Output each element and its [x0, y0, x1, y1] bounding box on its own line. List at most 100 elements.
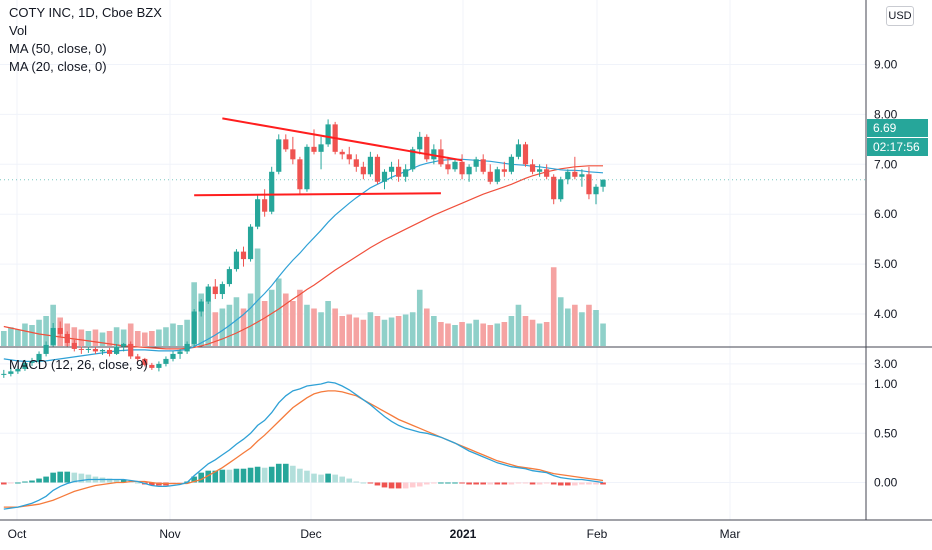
macd-histogram-bar — [120, 479, 127, 483]
volume-bar — [367, 312, 374, 346]
candle-body — [15, 368, 21, 372]
candle-body — [551, 176, 557, 200]
price-axis-tick-label: 7.00 — [874, 157, 898, 171]
macd-line — [3, 381, 604, 510]
volume-bar — [127, 323, 134, 346]
candle-body — [558, 179, 564, 200]
macd-histogram-bar — [43, 476, 49, 483]
volume-bar — [466, 323, 472, 346]
candle-body — [135, 356, 141, 359]
volume-bar — [290, 301, 296, 346]
volume-bar — [409, 312, 416, 346]
macd-histogram-bar — [15, 482, 21, 484]
volume-bar — [557, 297, 564, 346]
ma50-line — [3, 165, 603, 350]
volume-bar — [85, 331, 92, 346]
macd-histogram-bar — [367, 482, 374, 484]
volume-bar — [15, 329, 21, 346]
volume-bar — [205, 301, 212, 346]
macd-histogram-bar — [586, 482, 592, 485]
time-axis-tick-label: Oct — [8, 527, 27, 541]
macd-histogram-bar — [543, 482, 550, 484]
macd-histogram-bar — [226, 469, 233, 483]
candle-body — [339, 151, 345, 155]
candle-body — [1, 373, 7, 375]
volume-bar — [99, 332, 106, 346]
candle-body — [487, 171, 493, 182]
macd-histogram-bar — [501, 482, 508, 485]
volume-bar — [381, 319, 388, 346]
volume-bar — [43, 316, 49, 346]
volume-bar — [402, 314, 409, 346]
volume-bar — [304, 304, 310, 346]
candle-body — [163, 358, 169, 364]
macd-histogram-bar — [487, 482, 494, 485]
price-axis-tick-label: 5.00 — [874, 257, 898, 271]
volume-bar — [71, 327, 78, 346]
macd-histogram-bar — [600, 482, 606, 485]
macd-histogram-bar — [515, 482, 522, 484]
macd-histogram-bar — [325, 473, 331, 483]
volume-bar — [360, 319, 367, 346]
volume-bar — [543, 322, 550, 346]
volume-bar — [311, 308, 317, 346]
candle-body — [78, 348, 84, 350]
macd-histogram-bar — [550, 482, 557, 485]
candle-body — [219, 284, 225, 295]
candle-body — [593, 186, 599, 195]
macd-histogram-bar — [71, 472, 78, 483]
candle-body — [36, 353, 42, 362]
volume-bar — [339, 316, 345, 346]
macd-histogram-bar — [381, 482, 388, 488]
candle-body — [297, 159, 303, 190]
volume-bar — [501, 322, 508, 346]
macd-histogram-bar — [374, 482, 381, 486]
macd-histogram-bar — [494, 482, 501, 485]
volume-bar — [325, 301, 331, 346]
candle-body — [572, 171, 578, 177]
candle-body — [353, 159, 359, 167]
candle-body — [452, 161, 458, 170]
candle-body — [149, 364, 155, 368]
candle-body — [269, 171, 275, 212]
volume-bar — [177, 325, 183, 346]
volume-bar — [459, 322, 465, 346]
volume-bar — [29, 325, 35, 346]
candle-body — [128, 343, 134, 357]
volume-bar — [600, 323, 606, 346]
currency-selector[interactable]: USD — [886, 6, 914, 26]
macd-histogram-bar — [565, 482, 571, 486]
macd-histogram-bar — [1, 482, 7, 485]
volume-bar — [374, 316, 381, 346]
volume-bar — [8, 327, 14, 346]
volume-bar — [508, 316, 515, 346]
candle-body — [431, 149, 437, 160]
volume-bar — [120, 329, 127, 346]
volume-bar — [494, 323, 501, 346]
candle-body — [381, 171, 388, 182]
candle-body — [177, 351, 183, 354]
candle-body — [184, 343, 190, 352]
macd-histogram-bar — [508, 482, 515, 485]
candle-body — [170, 353, 176, 359]
candle-body — [374, 156, 381, 182]
candle-body — [283, 139, 289, 150]
volume-bar — [134, 331, 141, 346]
candle-body — [424, 136, 430, 160]
volume-bar — [1, 331, 7, 346]
trendline-support — [194, 192, 441, 197]
volume-bar — [388, 317, 395, 346]
volume-bar — [170, 323, 176, 346]
volume-bar — [212, 312, 219, 346]
macd-histogram-bar — [522, 482, 529, 484]
candle-body — [71, 342, 77, 349]
legend-ma20: MA (20, close, 0) — [9, 59, 107, 74]
candle-body — [508, 156, 514, 172]
volume-bar — [529, 319, 536, 346]
candle-body — [600, 179, 606, 187]
macd-histogram-bar — [304, 470, 310, 483]
candle-body — [529, 164, 536, 172]
volume-bar — [92, 329, 99, 346]
candle-body — [233, 251, 240, 270]
